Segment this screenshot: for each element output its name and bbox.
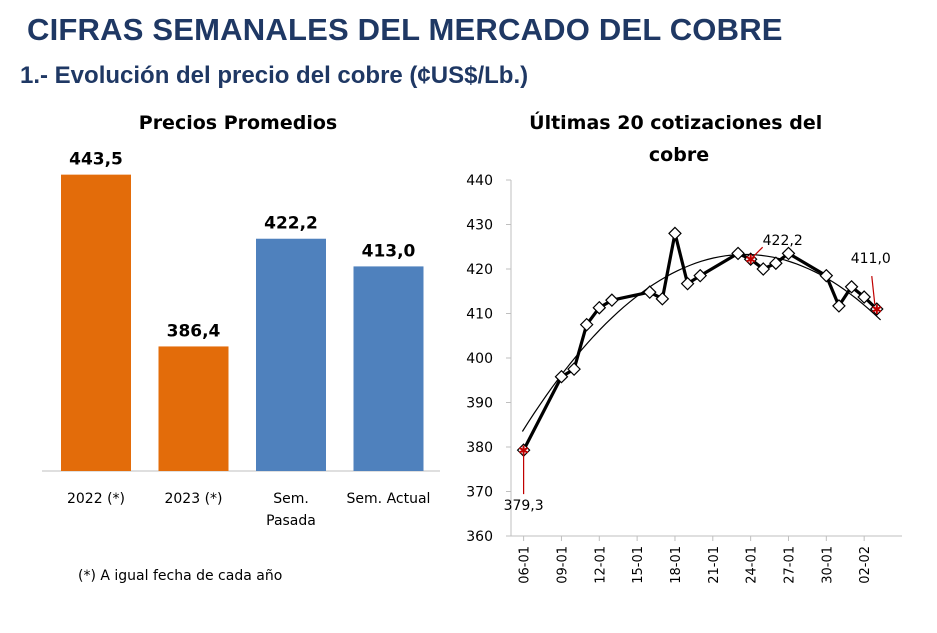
x-tick-label: 2023 (*) [164, 491, 222, 507]
bar-chart: Precios Promedios 443,5 2022 (*) 386,4 2023… [42, 112, 440, 529]
section-title: 1.- Evolución del precio del cobre (¢US$… [20, 62, 529, 89]
diamond-marker [781, 246, 796, 261]
bar [256, 238, 326, 471]
y-tick-label: 410 [466, 307, 493, 323]
bar-layer: 443,5 2022 (*) 386,4 2023 (*) 422,2 Sem. Pasad… [61, 150, 430, 529]
price-series-line [522, 231, 878, 451]
diamond-marker [655, 291, 670, 306]
bar-value-label: 422,2 [264, 214, 318, 234]
x-tick-label: 09-01 [555, 546, 570, 584]
bar-value-label: 386,4 [167, 321, 221, 341]
y-tick-label: 430 [466, 218, 493, 234]
marker-layer [516, 226, 884, 457]
y-tick-label: 380 [466, 440, 493, 456]
diamond-marker [844, 279, 859, 294]
bar-chart-title: Precios Promedios [139, 112, 337, 134]
annotation-label: 411,0 [851, 251, 891, 267]
x-tick-label: 06-01 [518, 546, 533, 584]
y-tick-label: 390 [466, 396, 493, 412]
diamond-marker [857, 290, 872, 304]
diamond-marker [756, 262, 771, 276]
diamond-marker [554, 369, 569, 384]
x-tick-label: 15-01 [631, 546, 646, 584]
bar [158, 346, 229, 471]
diamond-marker [693, 268, 708, 283]
diamond-marker [605, 293, 619, 307]
line-chart: Últimas 20 cotizaciones del cobre 440 430… [466, 110, 902, 584]
diamond-marker [680, 276, 695, 291]
y-tick-label: 360 [466, 529, 493, 545]
diamond-marker [731, 246, 745, 261]
line-chart-title-line: cobre [649, 144, 709, 166]
footnote: (*) A igual fecha de cada año [78, 568, 283, 584]
diamond-marker [819, 268, 834, 283]
annotation-leader [871, 275, 876, 305]
annotation-marker: ✱ [745, 253, 756, 268]
diamond-marker [642, 285, 657, 299]
y-tick-label: 370 [466, 485, 493, 501]
x-tick-label: Pasada [266, 513, 316, 529]
line-chart-title: Últimas 20 cotizaciones del cobre [529, 110, 829, 166]
x-tick-label: 27-01 [782, 546, 797, 584]
x-tick-label: Sem. [273, 491, 309, 507]
bar [353, 266, 424, 471]
line-axes-layer: 440 430 420 410 400 390 380 370 360 06-01 09-01 12-… [466, 173, 873, 584]
x-tick-label: 02-02 [858, 546, 873, 584]
annotation-leader [752, 246, 764, 258]
y-tick-label: 420 [466, 262, 493, 278]
diamond-marker [832, 299, 846, 313]
diamond-marker [579, 317, 594, 332]
x-tick-label: 24-01 [745, 546, 760, 584]
annotation-layer: ✱ 379,3 ✱ 422,2 ✱ 411,0 [504, 233, 891, 514]
x-tick-label: 2022 (*) [67, 491, 125, 507]
annotation-label: 379,3 [504, 498, 544, 514]
diamond-marker [769, 256, 783, 271]
x-tick-label: 21-01 [707, 546, 722, 584]
diamond-marker [668, 226, 682, 241]
diamond-marker [592, 300, 607, 315]
x-tick-label: Sem. Actual [347, 491, 431, 507]
annotation-marker: ✱ [871, 303, 882, 318]
line-chart-title-line: Últimas 20 cotizaciones del [529, 110, 822, 134]
x-tick-label: 12-01 [593, 546, 608, 584]
x-tick-label: 18-01 [669, 546, 684, 584]
diamond-marker [567, 362, 581, 376]
annotation-marker: ✱ [518, 444, 529, 459]
page-title: CIFRAS SEMANALES DEL MERCADO DEL COBRE [27, 12, 783, 47]
annotation-label: 422,2 [763, 233, 803, 249]
diamond-marker [869, 302, 884, 316]
y-tick-label: 400 [466, 351, 493, 367]
bar-value-label: 413,0 [362, 241, 416, 261]
bar-value-label: 443,5 [69, 150, 123, 170]
y-tick-label: 440 [466, 173, 493, 189]
x-tick-label: 30-01 [820, 546, 835, 584]
bar [61, 174, 131, 471]
